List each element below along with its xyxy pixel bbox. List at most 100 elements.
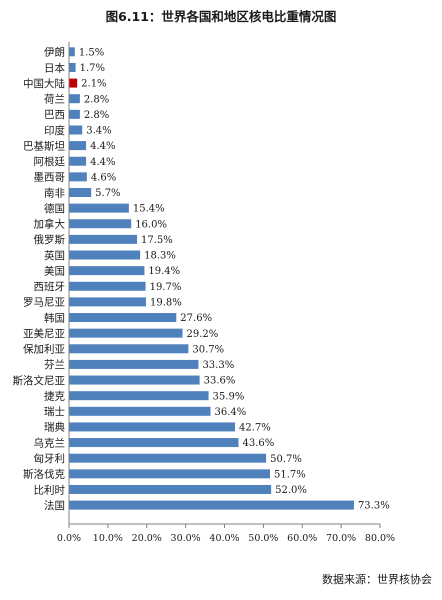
- x-tick-label: 50.0%: [248, 533, 278, 544]
- bar: [69, 219, 132, 229]
- data-label: 5.7%: [95, 188, 120, 199]
- x-tick-label: 30.0%: [171, 533, 201, 544]
- category-label: 比利时: [34, 483, 66, 496]
- bar: [69, 469, 270, 479]
- bar: [69, 266, 145, 276]
- data-label: 19.8%: [150, 298, 182, 309]
- bar: [69, 250, 141, 260]
- bar: [69, 125, 83, 135]
- bars-layer: 伊朗 1.5% 日本 1.7% 中国大陆 2.1% 荷兰 2.8% 巴西 2.8% 印度 3.4% 巴基…: [13, 47, 390, 512]
- data-label: 15.4%: [133, 204, 165, 215]
- data-label: 3.4%: [86, 126, 111, 137]
- data-label: 42.7%: [239, 423, 271, 434]
- x-tick-label: 20.0%: [132, 533, 162, 544]
- data-label: 19.4%: [148, 266, 180, 277]
- bar: [69, 109, 80, 119]
- source-note: 数据来源：世界核协会: [322, 573, 432, 586]
- category-label: 法国: [44, 499, 65, 512]
- bar: [69, 375, 200, 385]
- data-label: 43.6%: [243, 438, 275, 449]
- bar: [69, 281, 146, 291]
- bar: [69, 328, 183, 338]
- bar: [69, 156, 87, 166]
- category-label: 巴基斯坦: [23, 139, 65, 152]
- data-label: 4.4%: [90, 141, 115, 152]
- data-label: 51.7%: [274, 469, 306, 480]
- category-label: 芬兰: [44, 358, 65, 371]
- data-label: 29.2%: [187, 329, 219, 340]
- category-label: 巴西: [44, 109, 65, 121]
- x-tick-label: 40.0%: [209, 533, 239, 544]
- bar: [69, 297, 146, 307]
- data-label: 33.3%: [202, 360, 234, 371]
- category-label: 乌克兰: [34, 436, 66, 449]
- category-label: 美国: [44, 264, 65, 277]
- category-label: 加拿大: [34, 218, 66, 231]
- bar: [69, 438, 239, 448]
- category-label: 瑞典: [44, 421, 65, 434]
- category-label: 斯洛伐克: [23, 468, 65, 481]
- axis-layer: 0.0% 10.0% 20.0% 30.0% 40.0% 50.0% 60.0% 70.0% 8…: [57, 42, 395, 544]
- data-label: 73.3%: [358, 501, 390, 512]
- bar: [69, 453, 267, 463]
- data-label: 4.6%: [91, 172, 116, 183]
- data-label: 1.5%: [79, 47, 104, 58]
- bar: [69, 422, 235, 432]
- category-label: 荷兰: [44, 93, 65, 106]
- category-label: 阿根廷: [34, 155, 66, 168]
- bar: [69, 500, 354, 510]
- data-label: 2.8%: [84, 110, 109, 121]
- data-label: 16.0%: [135, 219, 167, 230]
- data-label: 35.9%: [213, 391, 245, 402]
- bar: [69, 391, 209, 401]
- x-tick-label: 10.0%: [93, 533, 123, 544]
- data-label: 50.7%: [270, 454, 302, 465]
- category-label: 英国: [44, 249, 65, 262]
- data-label: 4.4%: [90, 157, 115, 168]
- category-label: 印度: [44, 124, 65, 137]
- bar-chart: 伊朗 1.5% 日本 1.7% 中国大陆 2.1% 荷兰 2.8% 巴西 2.8% 印度 3.4% 巴基…: [13, 42, 395, 544]
- bar: [69, 187, 92, 197]
- data-label: 30.7%: [192, 344, 224, 355]
- category-label: 西班牙: [34, 281, 66, 293]
- data-label: 2.8%: [84, 94, 109, 105]
- category-label: 瑞士: [44, 405, 65, 418]
- bar: [69, 141, 87, 151]
- bar: [69, 78, 78, 88]
- category-label: 亚美尼亚: [23, 327, 65, 340]
- category-label: 匈牙利: [34, 452, 66, 465]
- category-label: 伊朗: [44, 47, 65, 59]
- x-tick-label: 70.0%: [326, 533, 356, 544]
- data-label: 27.6%: [180, 313, 212, 324]
- bar: [69, 94, 80, 104]
- bar: [69, 172, 87, 182]
- x-tick-label: 80.0%: [365, 533, 395, 544]
- data-label: 19.7%: [150, 282, 182, 293]
- bar: [69, 406, 211, 416]
- category-label: 罗马尼亚: [23, 297, 65, 309]
- bar: [69, 484, 272, 494]
- category-label: 墨西哥: [34, 172, 66, 184]
- x-tick-label: 0.0%: [57, 533, 81, 544]
- data-label: 18.3%: [144, 251, 176, 262]
- data-label: 52.0%: [275, 485, 307, 496]
- data-label: 1.7%: [80, 63, 105, 74]
- data-label: 2.1%: [81, 79, 106, 90]
- category-label: 韩国: [44, 311, 65, 324]
- chart-title: 图6.11：世界各国和地区核电比重情况图: [105, 9, 337, 24]
- category-label: 俄罗斯: [34, 233, 66, 246]
- category-label: 日本: [44, 61, 65, 74]
- category-label: 德国: [44, 202, 65, 215]
- bar: [69, 234, 138, 244]
- category-label: 南非: [44, 186, 65, 199]
- category-label: 中国大陆: [23, 77, 65, 90]
- data-label: 33.6%: [204, 376, 236, 387]
- data-label: 36.4%: [215, 407, 247, 418]
- bar: [69, 47, 75, 57]
- x-tick-label: 60.0%: [287, 533, 317, 544]
- bar: [69, 344, 189, 354]
- bar: [69, 359, 199, 369]
- category-label: 捷克: [44, 389, 65, 402]
- bar: [69, 313, 177, 323]
- category-label: 斯洛文尼亚: [13, 374, 66, 387]
